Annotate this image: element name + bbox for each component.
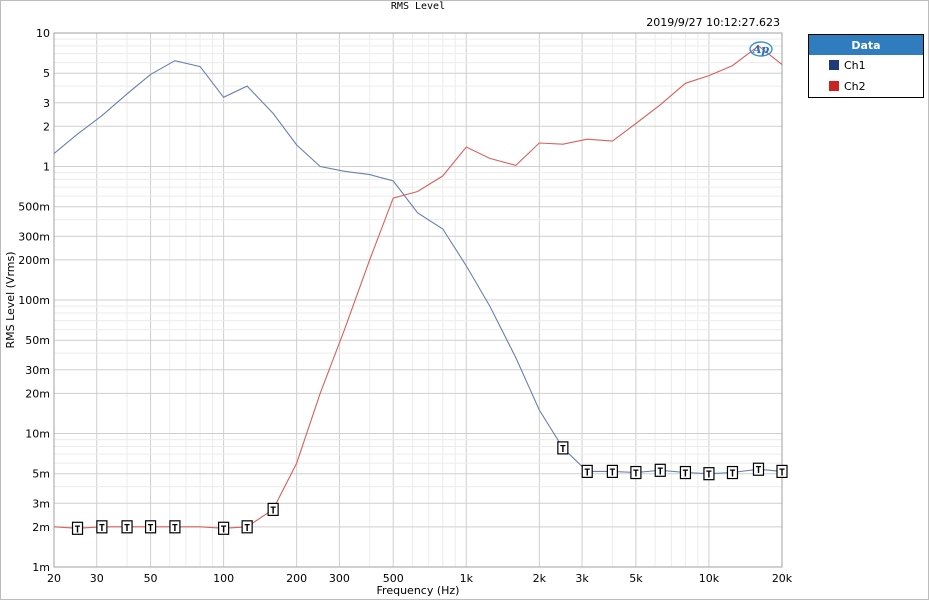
svg-text:T: T <box>682 469 688 480</box>
y-tick-label: 3 <box>43 97 50 110</box>
x-axis-ticks: 20 30 50 100 200 300 500 1k 2k 3k 5k 10k 20k <box>47 572 793 585</box>
series-markers: T T T T T T T T T T T T T T T T T T <box>71 441 788 535</box>
y-tick-label: 2m <box>32 521 50 534</box>
x-tick-label: 100 <box>213 572 234 585</box>
x-tick-label: 5k <box>629 572 643 585</box>
marker-ch1: T <box>606 464 618 478</box>
legend-title: Data <box>851 39 880 52</box>
y-tick-label: 5 <box>43 67 50 80</box>
marker-ch2: T <box>144 520 157 534</box>
svg-text:T: T <box>99 523 105 534</box>
marker-ch1: T <box>703 467 715 481</box>
marker-ch1: T <box>726 465 739 480</box>
marker-ch1: T <box>581 464 593 478</box>
marker-ch1: T <box>557 441 569 455</box>
marker-ch2: T <box>96 520 108 534</box>
marker-ch2: T <box>169 520 181 534</box>
marker-ch2: T <box>218 521 230 535</box>
svg-text:T: T <box>706 470 712 481</box>
y-tick-label: 10 <box>36 27 50 40</box>
marker-ch2: T <box>121 520 133 534</box>
y-tick-label: 1 <box>43 161 50 174</box>
y-axis-ticks: 10 5 3 2 1 500m 300m 200m 100m 50m 30m 20m 10m 5m 3m 2m… <box>18 27 50 574</box>
x-tick-label: 2k <box>533 572 547 585</box>
x-tick-label: 200 <box>286 572 307 585</box>
x-tick-label: 500 <box>383 572 404 585</box>
svg-text:T: T <box>584 467 590 478</box>
y-tick-label: 2 <box>43 120 50 133</box>
y-tick-label: 200m <box>18 254 50 267</box>
y-tick-label: 20m <box>25 387 50 400</box>
legend-item-ch1[interactable]: Ch1 <box>829 59 866 72</box>
svg-text:T: T <box>124 523 130 534</box>
svg-text:T: T <box>779 467 785 478</box>
legend-item-ch2[interactable]: Ch2 <box>829 80 866 93</box>
y-tick-label: 5m <box>32 468 50 481</box>
legend-label: Ch2 <box>844 80 866 93</box>
marker-ch2: T <box>241 520 253 534</box>
x-tick-label: 30 <box>90 572 104 585</box>
svg-text:T: T <box>633 469 639 480</box>
legend-swatch <box>829 81 839 91</box>
x-axis-label: Frequency (Hz) <box>377 584 460 597</box>
svg-text:T: T <box>244 523 250 534</box>
legend-swatch <box>829 60 839 70</box>
x-tick-label: 10k <box>699 572 720 585</box>
y-tick-label: 30m <box>25 364 50 377</box>
y-tick-label: 50m <box>25 334 50 347</box>
x-tick-label: 300 <box>329 572 350 585</box>
x-tick-label: 1k <box>460 572 474 585</box>
marker-ch1: T <box>679 465 692 480</box>
svg-text:T: T <box>755 465 761 476</box>
marker-ch1: T <box>630 465 642 480</box>
y-tick-label: 500m <box>18 201 50 214</box>
chart-title: RMS Level <box>391 1 445 12</box>
svg-text:T: T <box>270 505 276 516</box>
svg-text:T: T <box>729 469 735 480</box>
x-tick-label: 3k <box>575 572 589 585</box>
x-tick-label: 50 <box>144 572 158 585</box>
ap-logo-text: Ap <box>752 43 770 56</box>
y-tick-label: 1m <box>32 561 50 574</box>
y-tick-label: 3m <box>32 497 50 510</box>
y-tick-label: 10m <box>25 428 50 441</box>
marker-ch1: T <box>776 464 788 478</box>
y-tick-label: 100m <box>18 294 50 307</box>
svg-text:T: T <box>609 467 615 478</box>
marker-ch1: T <box>752 462 765 476</box>
x-tick-label: 20 <box>47 572 61 585</box>
svg-text:T: T <box>148 523 154 534</box>
svg-text:T: T <box>657 466 663 477</box>
y-axis-label: RMS Level (Vrms) <box>4 251 17 348</box>
ap-logo-icon: Ap <box>749 41 773 57</box>
legend-label: Ch1 <box>844 59 866 72</box>
legend-header <box>809 35 923 55</box>
svg-text:T: T <box>172 523 178 534</box>
marker-ch1: T <box>654 463 666 477</box>
plot-area <box>53 32 783 568</box>
svg-text:T: T <box>560 444 566 455</box>
y-tick-label: 300m <box>18 230 50 243</box>
svg-text:T: T <box>221 524 227 535</box>
x-tick-label: 20k <box>772 572 793 585</box>
marker-ch2: T <box>267 502 279 516</box>
marker-ch2: T <box>71 521 84 535</box>
legend: Data Ch1 Ch2 <box>808 34 924 98</box>
timestamp-label: 2019/9/27 10:12:27.623 <box>646 16 780 29</box>
svg-text:T: T <box>75 524 81 535</box>
